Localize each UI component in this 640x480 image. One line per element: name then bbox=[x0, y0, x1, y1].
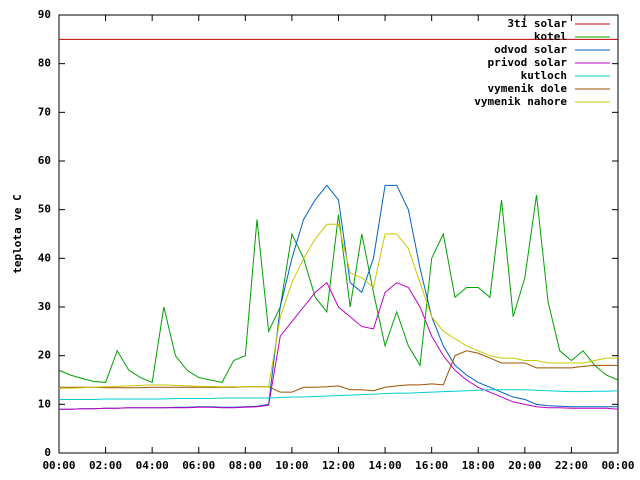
x-tick-label: 10:00 bbox=[275, 459, 308, 472]
series-line bbox=[59, 223, 618, 389]
x-tick-label: 08:00 bbox=[229, 459, 262, 472]
series-line bbox=[58, 195, 619, 384]
legend-label: 3ti solar bbox=[507, 17, 567, 30]
x-tick-label: 06:00 bbox=[182, 459, 215, 472]
legend-label: kutloch bbox=[521, 69, 567, 82]
y-tick-label: 70 bbox=[38, 105, 51, 118]
y-tick-label: 50 bbox=[38, 203, 51, 216]
y-tick-label: 40 bbox=[38, 251, 51, 264]
x-tick-label: 02:00 bbox=[89, 459, 122, 472]
y-tick-label: 90 bbox=[38, 8, 51, 21]
y-tick-label: 0 bbox=[44, 446, 51, 459]
x-tick-label: 14:00 bbox=[369, 459, 402, 472]
x-tick-label: 16:00 bbox=[415, 459, 448, 472]
x-tick-label: 00:00 bbox=[601, 459, 634, 472]
y-tick-label: 30 bbox=[38, 300, 51, 313]
series-line bbox=[59, 350, 618, 393]
y-tick-label: 60 bbox=[38, 154, 51, 167]
x-tick-label: 18:00 bbox=[462, 459, 495, 472]
y-tick-label: 10 bbox=[38, 397, 51, 410]
x-tick-label: 20:00 bbox=[508, 459, 541, 472]
legend-label: vymenik nahore bbox=[474, 95, 567, 108]
legend-label: kotel bbox=[534, 30, 567, 43]
y-tick-label: 20 bbox=[38, 349, 51, 362]
legend-label: vymenik dole bbox=[488, 82, 568, 95]
x-tick-label: 12:00 bbox=[322, 459, 355, 472]
x-tick-label: 00:00 bbox=[42, 459, 75, 472]
legend-label: odvod solar bbox=[494, 43, 567, 56]
series-line bbox=[59, 281, 619, 410]
y-tick-label: 80 bbox=[38, 57, 51, 70]
x-tick-label: 04:00 bbox=[136, 459, 169, 472]
x-tick-label: 22:00 bbox=[555, 459, 588, 472]
series-line bbox=[59, 389, 619, 400]
legend-label: privod solar bbox=[488, 56, 568, 69]
y-axis-label: teplota ve C bbox=[11, 194, 24, 273]
